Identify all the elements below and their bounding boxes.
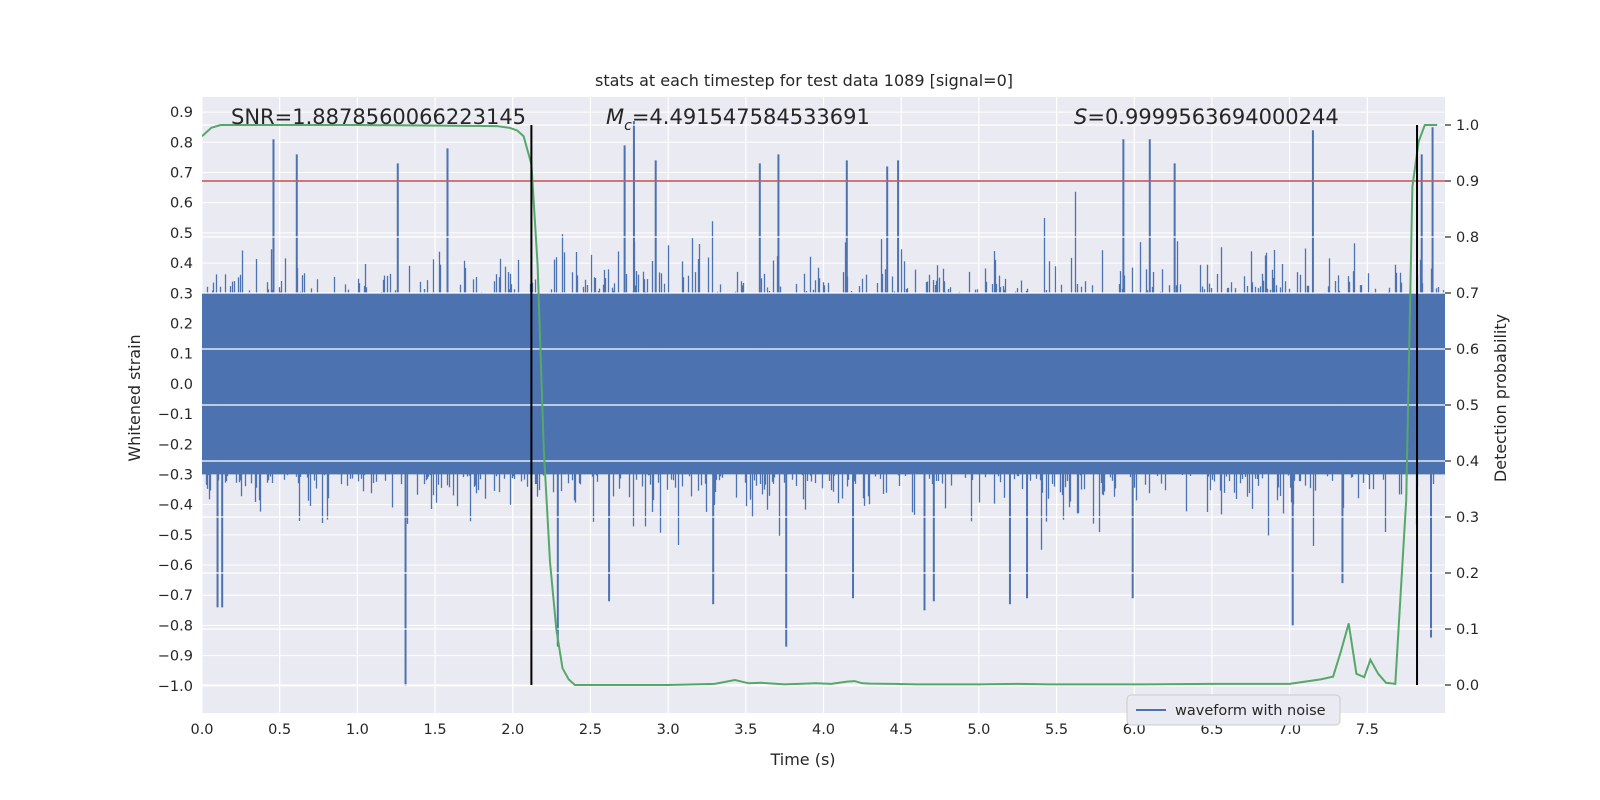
- x-tick-label: 2.0: [501, 722, 524, 738]
- y-tick-label: 0.6: [170, 196, 193, 212]
- x-axis-label: Time (s): [769, 750, 835, 769]
- y2-tick-label: 0.8: [1456, 230, 1479, 246]
- y2-tick-label: 0.6: [1456, 342, 1479, 358]
- y2-tick-label: 0.9: [1456, 174, 1479, 190]
- y-tick-label: −0.2: [158, 437, 193, 453]
- y-tick-label: 0.7: [170, 165, 193, 181]
- y-tick-label: 0.9: [170, 105, 193, 121]
- y-tick-label: −0.5: [158, 528, 193, 544]
- legend-entry: waveform with noise: [1175, 703, 1326, 719]
- x-tick-label: 1.5: [424, 722, 447, 738]
- y2-tick-label: 0.7: [1456, 286, 1479, 302]
- x-tick-label: 0.0: [190, 722, 213, 738]
- x-axis: 0.0 0.5 1.0 1.5 2.0 2.5 3.0 3.5 4.0 4.5 5.0 5.5 6.0 6…: [190, 722, 1378, 738]
- y-tick-label: −0.6: [158, 558, 193, 574]
- significance-value: =0.9999563694000244: [1087, 105, 1338, 129]
- x-tick-label: 1.0: [346, 722, 369, 738]
- x-tick-label: 0.5: [268, 722, 291, 738]
- chart-title: stats at each timestep for test data 108…: [595, 71, 1013, 90]
- y-tick-label: −0.9: [158, 649, 193, 665]
- detection-probability-line: [202, 124, 1438, 686]
- chirp-mass-subscript: c: [624, 118, 632, 134]
- significance-annotation: S=0.9999563694000244: [1074, 105, 1339, 129]
- y2-tick-label: 0.4: [1456, 454, 1479, 470]
- x-tick-label: 6.5: [1200, 722, 1223, 738]
- x-tick-label: 4.5: [890, 722, 913, 738]
- y2-tick-label: 1.0: [1456, 118, 1479, 134]
- y-tick-label: −0.3: [158, 467, 193, 483]
- y-tick-label: 0.1: [170, 347, 193, 363]
- overlay-lines: [202, 124, 1445, 686]
- x-tick-label: 5.0: [967, 722, 990, 738]
- y-tick-label: 0.5: [170, 226, 193, 242]
- y-tick-label: 0.3: [170, 286, 193, 302]
- y2-tick-label: 0.1: [1456, 622, 1479, 638]
- y-tick-label: 0.8: [170, 135, 193, 151]
- y2-tick-label: 0.2: [1456, 566, 1479, 582]
- chirp-mass-value: =4.491547584533691: [632, 105, 870, 129]
- x-tick-label: 7.0: [1278, 722, 1301, 738]
- chirp-mass-symbol: M: [606, 105, 624, 129]
- snr-annotation: SNR=1.8878560066223145: [231, 105, 526, 129]
- legend: waveform with noise: [1126, 694, 1341, 726]
- x-tick-label: 2.5: [579, 722, 602, 738]
- chirp-mass-annotation: Mc=4.491547584533691: [606, 105, 870, 134]
- x-tick-label: 7.5: [1356, 722, 1379, 738]
- waveform-core: [202, 293, 1445, 475]
- y-tick-label: 0.0: [170, 377, 193, 393]
- x-tick-label: 5.5: [1045, 722, 1068, 738]
- x-tick-label: 6.0: [1123, 722, 1146, 738]
- y2-axis: 1.0 0.9 0.8 0.7 0.6 0.5 0.4 0.3 0.2 0.1 0.0: [1445, 118, 1479, 694]
- x-tick-label: 3.0: [657, 722, 680, 738]
- y-axis-label: Whitened strain: [125, 334, 144, 461]
- y2-tick-label: 0.5: [1456, 398, 1479, 414]
- legend-box: [1126, 694, 1341, 726]
- y-tick-label: 0.4: [170, 256, 193, 272]
- x-tick-label: 4.0: [812, 722, 835, 738]
- y-tick-label: −0.1: [158, 407, 193, 423]
- y-tick-label: −0.7: [158, 588, 193, 604]
- y-tick-label: −1.0: [158, 679, 193, 695]
- y-tick-label: 0.2: [170, 316, 193, 332]
- x-tick-label: 3.5: [734, 722, 757, 738]
- y-tick-label: −0.8: [158, 618, 193, 634]
- y2-axis-label: Detection probability: [1491, 314, 1510, 482]
- waveform-series: [202, 121, 1445, 686]
- y2-tick-label: 0.3: [1456, 510, 1479, 526]
- y-axis: 0.9 0.8 0.7 0.6 0.5 0.4 0.3 0.2 0.1 0.0 −0.1 −0.2 −0…: [158, 105, 193, 695]
- significance-symbol: S: [1074, 105, 1087, 129]
- y-tick-label: −0.4: [158, 498, 193, 514]
- y2-tick-label: 0.0: [1456, 678, 1479, 694]
